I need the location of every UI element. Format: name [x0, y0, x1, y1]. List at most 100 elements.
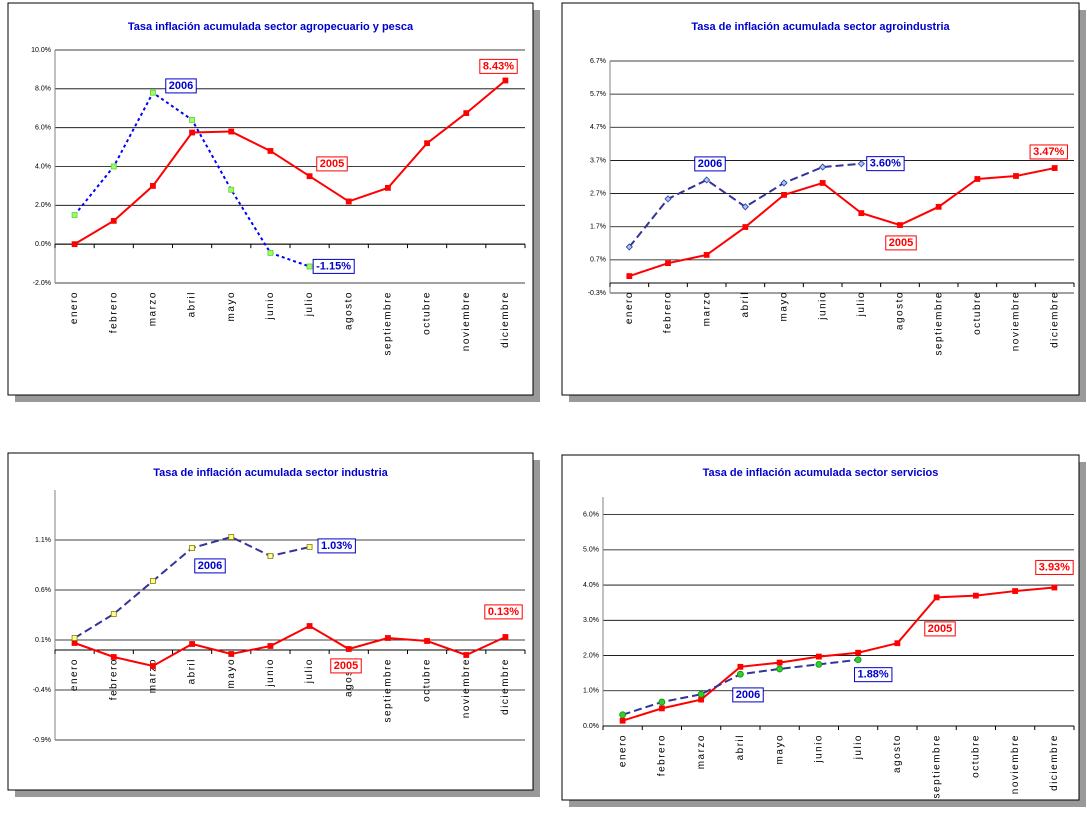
marker — [150, 578, 156, 584]
x-tick-label: octubre — [972, 291, 983, 335]
x-tick-label: febrero — [108, 658, 119, 700]
data-label-box — [1029, 144, 1068, 160]
data-label-box — [866, 156, 905, 172]
x-tick-label: septiembre — [931, 734, 942, 798]
x-tick-label: enero — [617, 734, 628, 767]
marker — [150, 663, 156, 669]
y-tick-label: 3.7% — [590, 157, 606, 164]
x-tick-label: enero — [69, 291, 80, 324]
x-tick-label: septiembre — [933, 291, 944, 355]
marker — [345, 646, 352, 652]
y-tick-label: 10.0% — [31, 47, 51, 54]
y-tick-label: 0.7% — [590, 257, 606, 264]
marker — [306, 623, 313, 629]
x-tick-label: mayo — [779, 291, 790, 321]
marker — [741, 203, 749, 211]
x-tick-label: marzo — [148, 291, 159, 326]
marker — [703, 251, 710, 258]
y-tick-label: 8.0% — [35, 86, 51, 93]
marker — [703, 176, 711, 184]
marker — [189, 641, 195, 647]
x-tick-label: julio — [856, 291, 867, 317]
data-label: -1.15% — [316, 260, 351, 272]
marker — [776, 659, 783, 666]
marker — [228, 128, 235, 135]
data-label: 8.43% — [483, 60, 514, 72]
x-tick-label: agosto — [892, 734, 903, 773]
x-tick-label: marzo — [148, 658, 159, 693]
marker — [189, 117, 195, 123]
marker — [463, 110, 470, 117]
panel — [561, 2, 1080, 396]
marker — [854, 656, 862, 664]
marker — [819, 163, 827, 171]
x-tick-label: abril — [187, 658, 198, 684]
marker — [228, 186, 235, 193]
chart-title: Tasa inflación acumulada sector agropecu… — [128, 21, 414, 33]
marker — [189, 129, 195, 136]
panel — [7, 452, 534, 791]
chart-title: Tasa de inflación acumulada sector indus… — [153, 467, 388, 479]
x-tick-label: enero — [69, 658, 80, 691]
x-tick-label: febrero — [663, 291, 674, 333]
x-tick-label: marzo — [701, 291, 712, 326]
x-tick-label: mayo — [226, 291, 237, 321]
legend-label: 2006 — [698, 158, 722, 170]
legend-label: 2005 — [320, 158, 344, 170]
legend-label-box — [165, 78, 197, 94]
marker — [697, 690, 705, 698]
legend-label: 2006 — [736, 689, 760, 701]
y-tick-label: -0.3% — [588, 290, 606, 297]
x-tick-label: diciembre — [1049, 734, 1060, 791]
y-tick-label: 0.0% — [583, 723, 599, 730]
y-tick-label: 6.0% — [583, 511, 599, 518]
data-label: 1.03% — [321, 540, 352, 552]
y-tick-label: -0.4% — [33, 687, 51, 694]
x-tick-label: julio — [853, 734, 864, 760]
data-label: 3.60% — [870, 158, 901, 170]
y-tick-label: 1.0% — [583, 688, 599, 695]
marker — [625, 243, 633, 251]
marker — [150, 89, 156, 96]
marker — [1051, 165, 1058, 171]
x-tick-label: junio — [814, 734, 825, 764]
marker — [502, 634, 509, 640]
y-tick-label: 2.0% — [583, 652, 599, 659]
x-tick-label: agosto — [343, 291, 354, 330]
marker — [897, 222, 903, 228]
panel — [7, 2, 534, 396]
data-label: 3.93% — [1039, 561, 1070, 573]
x-tick-label: mayo — [226, 658, 237, 688]
marker — [110, 654, 117, 660]
x-tick-label: abril — [740, 291, 751, 317]
x-tick-label: abril — [187, 291, 198, 317]
marker — [1051, 584, 1058, 591]
marker — [855, 649, 862, 656]
marker — [267, 643, 274, 649]
marker — [110, 217, 117, 224]
y-tick-label: -2.0% — [33, 280, 51, 287]
x-tick-label: agosto — [343, 658, 354, 697]
marker — [736, 670, 744, 678]
marker — [664, 195, 672, 203]
marker — [463, 652, 470, 658]
marker — [815, 653, 822, 660]
marker — [1013, 173, 1019, 179]
y-tick-label: 1.7% — [590, 224, 606, 231]
marker — [858, 210, 865, 217]
marker — [665, 260, 671, 267]
marker — [780, 179, 788, 187]
marker — [71, 635, 78, 641]
data-label-box — [479, 58, 518, 74]
y-tick-label: 5.0% — [583, 547, 599, 554]
marker — [306, 544, 313, 550]
marker — [71, 212, 78, 218]
y-tick-label: 2.7% — [590, 190, 606, 197]
marker — [267, 250, 274, 256]
marker — [345, 198, 352, 205]
marker — [110, 163, 117, 170]
marker — [619, 711, 627, 719]
marker — [189, 545, 195, 551]
x-tick-label: octubre — [422, 658, 433, 702]
x-tick-label: junio — [265, 291, 276, 321]
